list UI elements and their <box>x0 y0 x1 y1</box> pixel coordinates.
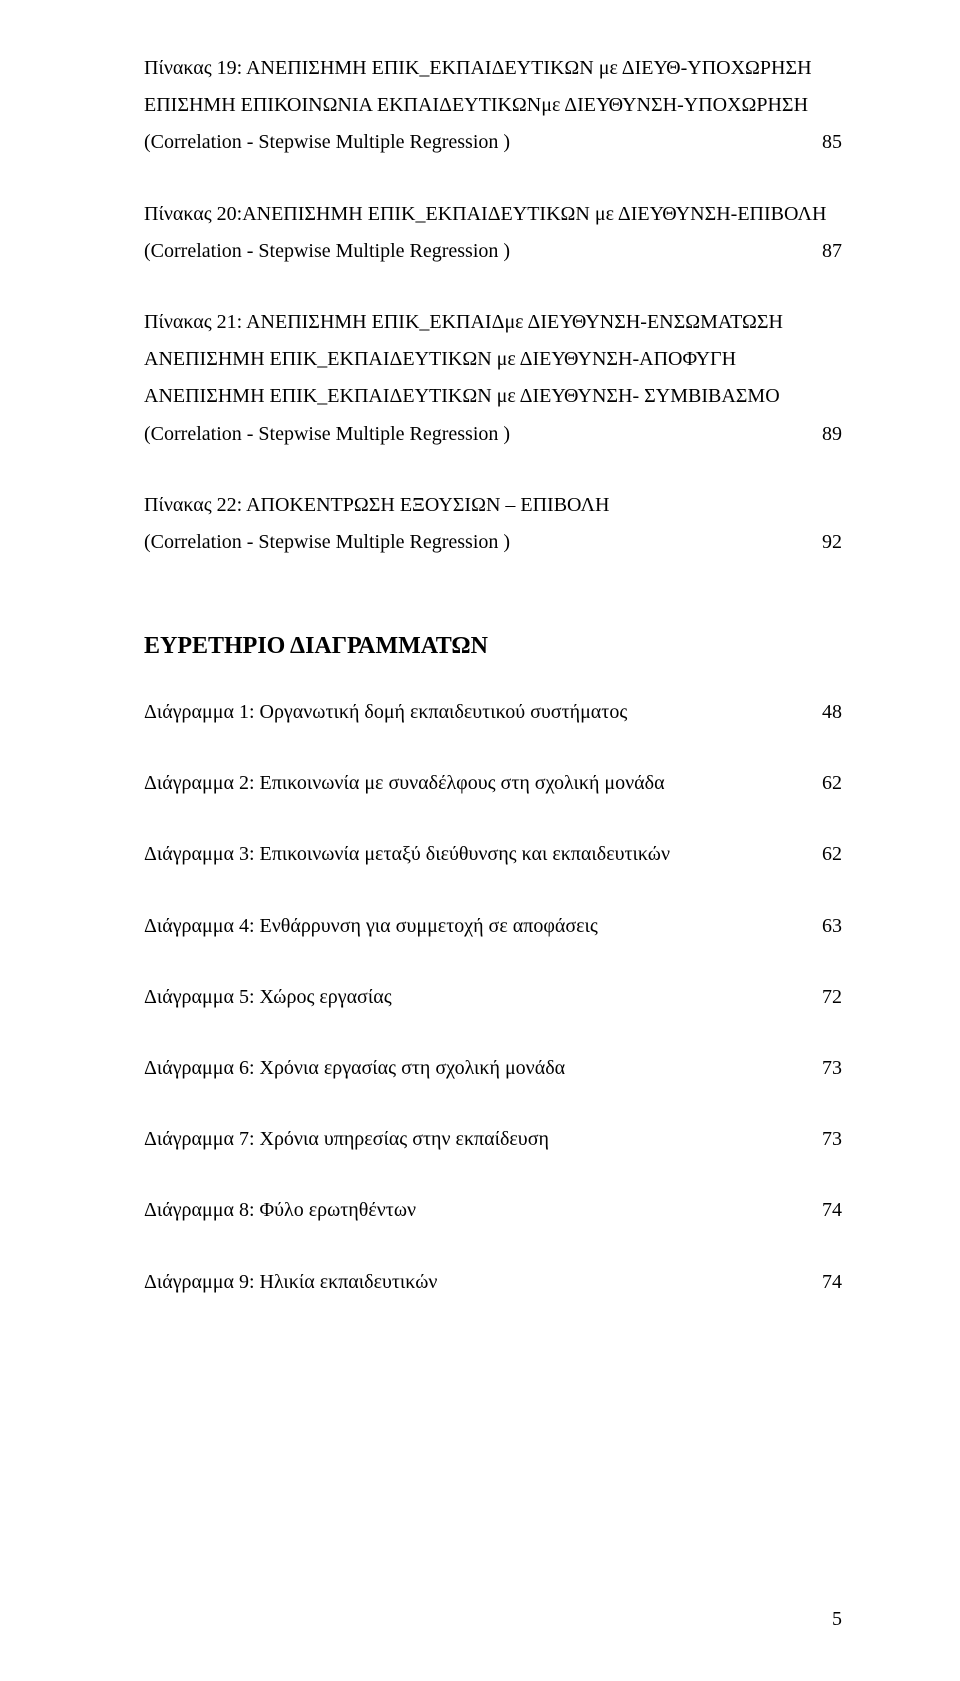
toc-entry-text: (Correlation - Stepwise Multiple Regress… <box>144 416 802 453</box>
toc-diagram-text: Διάγραμμα 2: Επικοινωνία με συναδέλφους … <box>144 765 802 802</box>
toc-diagram-page: 74 <box>822 1192 842 1229</box>
toc-diagram-text: Διάγραμμα 8: Φύλο ερωτηθέντων <box>144 1192 802 1229</box>
toc-entry-text: Πίνακας 21: ΑΝΕΠΙΣΗΜΗ ΕΠΙΚ_ΕΚΠΑΙΔμε ΔΙΕΥ… <box>144 304 842 341</box>
toc-diagram-page: 72 <box>822 979 842 1016</box>
toc-diagram-text: Διάγραμμα 6: Χρόνια εργασίας στη σχολική… <box>144 1050 802 1087</box>
toc-diagram-entry: Διάγραμμα 9: Ηλικία εκπαιδευτικών 74 <box>144 1264 842 1301</box>
toc-diagram-text: Διάγραμμα 7: Χρόνια υπηρεσίας στην εκπαί… <box>144 1121 802 1158</box>
toc-tables-section: Πίνακας 19: ΑΝΕΠΙΣΗΜΗ ΕΠΙΚ_ΕΚΠΑΙΔΕΥΤΙΚΩΝ… <box>144 50 842 561</box>
toc-diagram-text: Διάγραμμα 1: Οργανωτική δομή εκπαιδευτικ… <box>144 694 802 731</box>
toc-diagram-entry: Διάγραμμα 6: Χρόνια εργασίας στη σχολική… <box>144 1050 842 1087</box>
toc-diagram-page: 63 <box>822 908 842 945</box>
toc-entry-line: ΑΝΕΠΙΣΗΜΗ ΕΠΙΚ_ΕΚΠΑΙΔΕΥΤΙΚΩΝ με ΔΙΕΥΘΥΝΣ… <box>144 341 842 378</box>
toc-entry-line: (Correlation - Stepwise Multiple Regress… <box>144 124 842 161</box>
toc-entry-line: (Correlation - Stepwise Multiple Regress… <box>144 524 842 561</box>
toc-entry-text: (Correlation - Stepwise Multiple Regress… <box>144 233 802 270</box>
toc-entry: Πίνακας 21: ΑΝΕΠΙΣΗΜΗ ΕΠΙΚ_ΕΚΠΑΙΔμε ΔΙΕΥ… <box>144 304 842 453</box>
toc-entry-line: ΑΝΕΠΙΣΗΜΗ ΕΠΙΚ_ΕΚΠΑΙΔΕΥΤΙΚΩΝ με ΔΙΕΥΘΥΝΣ… <box>144 378 842 415</box>
toc-entry-text: ΑΝΕΠΙΣΗΜΗ ΕΠΙΚ_ΕΚΠΑΙΔΕΥΤΙΚΩΝ με ΔΙΕΥΘΥΝΣ… <box>144 341 842 378</box>
toc-entry-line: Πίνακας 22: ΑΠΟΚΕΝΤΡΩΣΗ ΕΞΟΥΣΙΩΝ – ΕΠΙΒΟ… <box>144 487 842 524</box>
toc-entry-page: 92 <box>822 524 842 561</box>
toc-entry-text: (Correlation - Stepwise Multiple Regress… <box>144 524 802 561</box>
toc-entry-page: 89 <box>822 416 842 453</box>
toc-entry-text: Πίνακας 22: ΑΠΟΚΕΝΤΡΩΣΗ ΕΞΟΥΣΙΩΝ – ΕΠΙΒΟ… <box>144 487 842 524</box>
toc-diagram-text: Διάγραμμα 4: Ενθάρρυνση για συμμετοχή σε… <box>144 908 802 945</box>
toc-diagram-text: Διάγραμμα 5: Χώρος εργασίας <box>144 979 802 1016</box>
toc-entry-text: ΕΠΙΣΗΜΗ ΕΠΙΚΟΙΝΩΝΙΑ ΕΚΠΑΙΔΕΥΤΙΚΩΝμε ΔΙΕΥ… <box>144 87 842 124</box>
toc-entry-text: Πίνακας 19: ΑΝΕΠΙΣΗΜΗ ΕΠΙΚ_ΕΚΠΑΙΔΕΥΤΙΚΩΝ… <box>144 50 842 87</box>
toc-entry: Πίνακας 19: ΑΝΕΠΙΣΗΜΗ ΕΠΙΚ_ΕΚΠΑΙΔΕΥΤΙΚΩΝ… <box>144 50 842 162</box>
toc-entry-line: (Correlation - Stepwise Multiple Regress… <box>144 233 842 270</box>
toc-diagram-entry: Διάγραμμα 4: Ενθάρρυνση για συμμετοχή σε… <box>144 908 842 945</box>
toc-entry-text: ΑΝΕΠΙΣΗΜΗ ΕΠΙΚ_ΕΚΠΑΙΔΕΥΤΙΚΩΝ με ΔΙΕΥΘΥΝΣ… <box>144 378 842 415</box>
toc-diagram-entry: Διάγραμμα 8: Φύλο ερωτηθέντων 74 <box>144 1192 842 1229</box>
toc-entry-line: ΕΠΙΣΗΜΗ ΕΠΙΚΟΙΝΩΝΙΑ ΕΚΠΑΙΔΕΥΤΙΚΩΝμε ΔΙΕΥ… <box>144 87 842 124</box>
toc-diagram-page: 48 <box>822 694 842 731</box>
toc-diagram-text: Διάγραμμα 3: Επικοινωνία μεταξύ διεύθυνσ… <box>144 836 802 873</box>
toc-entry-line: Πίνακας 19: ΑΝΕΠΙΣΗΜΗ ΕΠΙΚ_ΕΚΠΑΙΔΕΥΤΙΚΩΝ… <box>144 50 842 87</box>
toc-entry-line: (Correlation - Stepwise Multiple Regress… <box>144 416 842 453</box>
toc-diagram-entry: Διάγραμμα 5: Χώρος εργασίας 72 <box>144 979 842 1016</box>
toc-diagram-page: 73 <box>822 1050 842 1087</box>
toc-entry: Πίνακας 22: ΑΠΟΚΕΝΤΡΩΣΗ ΕΞΟΥΣΙΩΝ – ΕΠΙΒΟ… <box>144 487 842 561</box>
section-title-diagrams: ΕΥΡΕΤΗΡΙΟ ΔΙΑΓΡΑΜΜΑΤΩΝ <box>144 633 842 660</box>
toc-entry-text: (Correlation - Stepwise Multiple Regress… <box>144 124 802 161</box>
toc-entry-line: Πίνακας 20:ΑΝΕΠΙΣΗΜΗ ΕΠΙΚ_ΕΚΠΑΙΔΕΥΤΙΚΩΝ … <box>144 196 842 233</box>
toc-diagram-entry: Διάγραμμα 3: Επικοινωνία μεταξύ διεύθυνσ… <box>144 836 842 873</box>
toc-entry-text: Πίνακας 20:ΑΝΕΠΙΣΗΜΗ ΕΠΙΚ_ΕΚΠΑΙΔΕΥΤΙΚΩΝ … <box>144 196 842 233</box>
toc-diagram-entry: Διάγραμμα 7: Χρόνια υπηρεσίας στην εκπαί… <box>144 1121 842 1158</box>
toc-entry-line: Πίνακας 21: ΑΝΕΠΙΣΗΜΗ ΕΠΙΚ_ΕΚΠΑΙΔμε ΔΙΕΥ… <box>144 304 842 341</box>
toc-diagram-page: 62 <box>822 836 842 873</box>
toc-diagram-page: 62 <box>822 765 842 802</box>
toc-diagram-page: 74 <box>822 1264 842 1301</box>
toc-diagram-entry: Διάγραμμα 1: Οργανωτική δομή εκπαιδευτικ… <box>144 694 842 731</box>
toc-entry-page: 87 <box>822 233 842 270</box>
toc-entry-page: 85 <box>822 124 842 161</box>
toc-entry: Πίνακας 20:ΑΝΕΠΙΣΗΜΗ ΕΠΙΚ_ΕΚΠΑΙΔΕΥΤΙΚΩΝ … <box>144 196 842 270</box>
toc-diagram-entry: Διάγραμμα 2: Επικοινωνία με συναδέλφους … <box>144 765 842 802</box>
page-number: 5 <box>832 1608 842 1631</box>
toc-diagram-text: Διάγραμμα 9: Ηλικία εκπαιδευτικών <box>144 1264 802 1301</box>
toc-diagrams-section: Διάγραμμα 1: Οργανωτική δομή εκπαιδευτικ… <box>144 694 842 1301</box>
toc-diagram-page: 73 <box>822 1121 842 1158</box>
